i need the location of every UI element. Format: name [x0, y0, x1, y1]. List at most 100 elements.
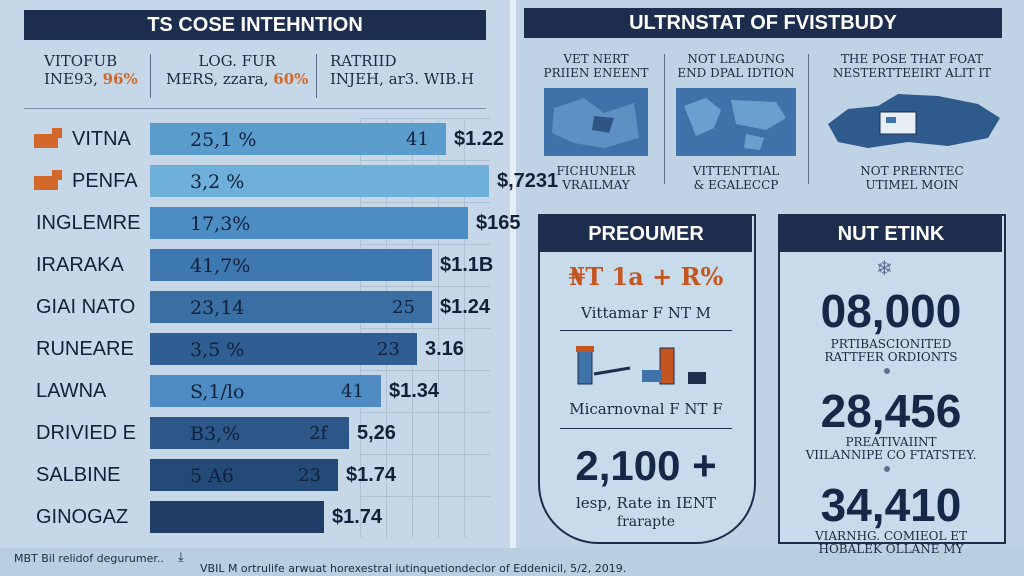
card-1-bottom2: VRAILMAY [562, 178, 630, 192]
map-3-shapes [828, 94, 1000, 148]
row-percent: 23,14 [190, 297, 245, 319]
separator-dot [884, 466, 890, 472]
row-value: 3.16 [425, 338, 464, 360]
nutetink-box [778, 214, 1006, 544]
row-bar [150, 165, 489, 197]
row-label: LAWNA [36, 380, 107, 402]
card-2-bottom2: & EGALECCP [693, 178, 779, 192]
stat-3-line2: HOBALEK OLLANE MY [818, 542, 964, 556]
bar-row: PENFA 3,2 % $,7231 [0, 162, 558, 200]
card-3-top: THE POSE THAT FOAT NESTERTTEEIRT ALIT IT [812, 52, 1012, 80]
label-icon [34, 128, 62, 148]
stat-2-label: PREATIVAIINT VIILANNIPE CO FTATSTEY. [784, 436, 998, 462]
header-col-2: LOG. FUR MERS, zzara, 60% [166, 52, 308, 88]
stat-2-value: 28,456 [820, 385, 962, 437]
row-value: $1.22 [454, 128, 505, 150]
row-percent: 25,1 % [190, 129, 257, 151]
machinery-icon [570, 344, 720, 390]
row-label: IRARAKA [36, 254, 124, 276]
card-2-top2: END DPAL IDTION [677, 66, 795, 80]
map-1-shapes [552, 98, 639, 148]
row-percent: B3,% [190, 423, 241, 445]
row-bar [150, 123, 446, 155]
row-bar [150, 501, 324, 533]
row-bar [150, 459, 338, 491]
bar-row: RUNEARE 3,5 % 23 3.16 [0, 330, 510, 368]
card-3-top1: THE POSE THAT FOAT [840, 52, 984, 66]
row-label: DRIVIED E [36, 422, 137, 444]
row-value: 5,26 [357, 422, 396, 444]
row-number: 41 [341, 381, 364, 402]
header-1-accent: 96% [102, 70, 138, 88]
preoumer-sub1: lesp, Rate in IENT [576, 494, 716, 512]
separator-dot [884, 368, 890, 374]
header-rule [24, 108, 486, 109]
panel-divider [510, 0, 516, 548]
card-3-bottom: NOT PRERNTEC UTIMEL MOIN [812, 164, 1012, 192]
footer-note: MBT Bil relidof degurumer.. [14, 552, 164, 565]
stat-1-value: 08,000 [820, 285, 962, 337]
card-divider [664, 54, 665, 184]
card-3-bottom1: NOT PRERNTEC [860, 164, 964, 178]
bar-row: LAWNA S,1/lo 41 $1.34 [0, 372, 510, 410]
row-percent: S,1/lo [190, 381, 245, 403]
row-number: 23 [298, 465, 321, 486]
row-percent: 3,2 % [190, 171, 245, 193]
row-value: $1.34 [389, 380, 440, 402]
card-3-top2: NESTERTTEEIRT ALIT IT [832, 66, 992, 80]
footer-source: VBIL M ortrulife arwuat horexestral iuti… [200, 562, 627, 575]
card-1-bottom1: FICHUNELR [556, 164, 636, 178]
map-thumbnail-3 [818, 84, 1008, 156]
stat-1-line1: PRTIBASCIONITED [830, 337, 952, 351]
row-label: SALBINE [36, 464, 121, 486]
row-number: 41 [406, 129, 429, 150]
preoumer-formula: ₦T 1a + R% [568, 262, 724, 291]
row-percent: 17,3% [190, 213, 251, 235]
row-label: RUNEARE [36, 338, 134, 360]
card-2-bottom1: VITTENTTIAL [692, 164, 780, 178]
card-2-bottom: VITTENTTIAL & EGALECCP [668, 164, 804, 192]
header-1-line1: VITOFUB [44, 52, 118, 70]
row-value: $,7231 [497, 170, 559, 192]
card-1-bottom: FICHUNELR VRAILMAY [528, 164, 664, 192]
stat-1-line2: RATTFER ORDIONTS [824, 350, 958, 364]
row-number: 25 [392, 297, 415, 318]
right-title: ULTRNSTAT OF FVISTBUDY [524, 8, 1002, 38]
row-value: $1.74 [332, 506, 383, 528]
row-percent: 5 A6 [190, 465, 234, 487]
row-bar [150, 207, 468, 239]
card-1-top: VET NERT PRIIEN ENEENT [528, 52, 664, 80]
preoumer-title: PREOUMER [540, 216, 752, 252]
row-label: PENFA [72, 170, 138, 192]
row-label: INGLEMRE [36, 212, 141, 234]
row-bar [150, 333, 417, 365]
preoumer-rule [560, 428, 732, 429]
row-label: GIAI NATO [36, 296, 136, 318]
stat-2-line1: PREATIVAIINT [845, 435, 937, 449]
bar-row: GIAI NATO 23,14 25 $1.24 [0, 288, 510, 326]
card-3-bottom2: UTIMEL MOIN [865, 178, 959, 192]
header-2-line2: MERS, zzara, [166, 70, 274, 88]
map-thumbnail-2 [676, 88, 796, 156]
row-number: 23 [377, 339, 400, 360]
header-2-line1: LOG. FUR [198, 52, 276, 70]
card-1-top2: PRIIEN ENEENT [543, 66, 649, 80]
header-2-accent: 60% [273, 70, 309, 88]
bar-row: GINOGAZ $1.74 [0, 498, 510, 536]
row-value: $1.1B [440, 254, 494, 276]
snowflake-icon: ❄ [876, 256, 893, 280]
bar-row: DRIVIED E B3,% 2f 5,26 [0, 414, 510, 452]
download-icon[interactable]: ⤓ [178, 550, 184, 565]
preoumer-rule [560, 330, 732, 331]
header-3-line1: RATRIID [330, 52, 397, 70]
row-label: GINOGAZ [36, 506, 129, 528]
stat-1-label: PRTIBASCIONITED RATTFER ORDIONTS [784, 338, 998, 364]
row-label: VITNA [72, 128, 131, 150]
row-value: $165 [476, 212, 521, 234]
header-divider [316, 54, 317, 98]
row-number: 2f [309, 423, 328, 444]
preoumer-sub2: frarapte [616, 514, 676, 530]
row-percent: 41,7% [190, 255, 251, 277]
map-2-shapes [684, 98, 786, 150]
header-3-line2: INJEH, ar3. WIB.H [330, 70, 475, 88]
